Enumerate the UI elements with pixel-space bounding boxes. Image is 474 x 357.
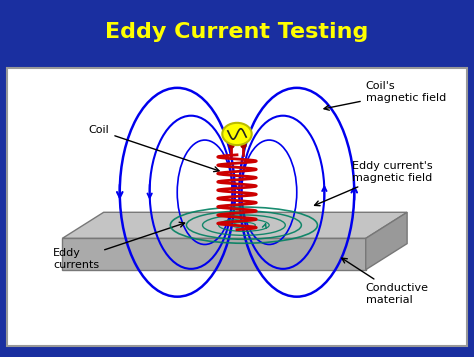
Text: Eddy Current Testing: Eddy Current Testing (105, 22, 369, 42)
Text: Eddy
currents: Eddy currents (53, 222, 184, 270)
Polygon shape (62, 212, 407, 238)
Text: Coil's
magnetic field: Coil's magnetic field (324, 81, 446, 110)
Polygon shape (62, 238, 366, 270)
Text: Eddy current's
magnetic field: Eddy current's magnetic field (315, 161, 433, 206)
Text: Conductive
material: Conductive material (342, 258, 429, 305)
Circle shape (222, 123, 252, 145)
Text: Coil: Coil (89, 125, 219, 172)
Polygon shape (366, 212, 407, 270)
